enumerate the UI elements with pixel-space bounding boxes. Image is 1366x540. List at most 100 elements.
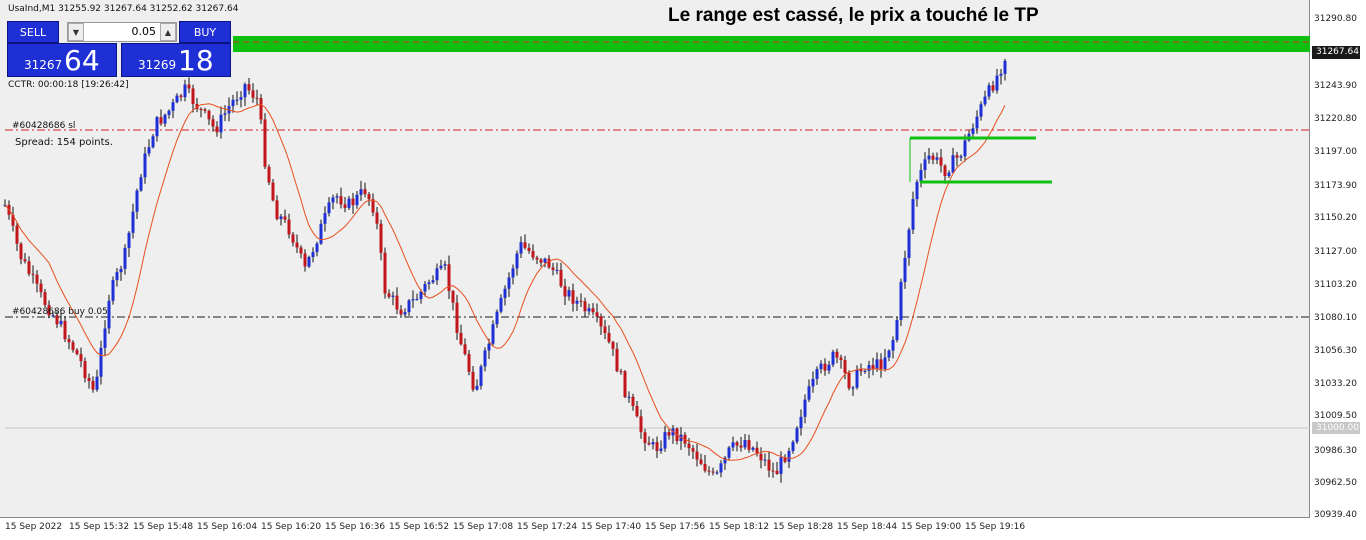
price-tick: 31103.20 xyxy=(1314,280,1357,290)
candle-body xyxy=(111,280,115,301)
sell-price-prefix: 31267 xyxy=(24,58,63,72)
candle-body xyxy=(635,406,639,417)
time-axis[interactable] xyxy=(0,518,1310,540)
time-tick: 15 Sep 16:36 xyxy=(325,522,386,532)
candle-body xyxy=(887,350,891,358)
candle-body xyxy=(39,283,43,293)
candle-body xyxy=(539,259,543,263)
candle-body xyxy=(235,99,239,101)
candle-body xyxy=(799,416,803,429)
candle-body xyxy=(819,363,823,370)
candle-body xyxy=(963,140,967,157)
candle-body xyxy=(175,95,179,103)
time-tick: 15 Sep 16:20 xyxy=(261,522,322,532)
candle-body xyxy=(595,312,599,317)
lot-increase-icon[interactable]: ▲ xyxy=(160,23,176,41)
candle-body xyxy=(15,225,19,244)
candle-body xyxy=(151,136,155,148)
time-tick: 15 Sep 15:48 xyxy=(133,522,194,532)
candle-body xyxy=(311,252,315,257)
candle-body xyxy=(139,177,143,191)
candle-body xyxy=(567,290,571,297)
candle-body xyxy=(783,457,787,462)
candle-body xyxy=(503,288,507,298)
candle-body xyxy=(787,451,791,462)
candle-body xyxy=(767,459,771,471)
candle-body xyxy=(855,369,859,388)
candle-body xyxy=(579,300,583,302)
candle-body xyxy=(167,110,171,115)
candle-body xyxy=(327,202,331,214)
candle-body xyxy=(631,396,635,407)
candle-body xyxy=(959,156,963,158)
price-tick: 31197.00 xyxy=(1314,147,1357,157)
candle-body xyxy=(31,273,35,275)
sell-button[interactable]: SELL xyxy=(7,21,59,43)
candle-body xyxy=(931,155,935,160)
candle-body xyxy=(231,99,235,107)
candle-body xyxy=(23,259,27,262)
price-tick: 30986.30 xyxy=(1314,446,1357,456)
candle-body xyxy=(747,440,751,450)
price-tick: 30962.50 xyxy=(1314,478,1357,488)
candle-body xyxy=(823,363,827,371)
candle-body xyxy=(171,102,175,111)
candle-body xyxy=(999,73,1003,76)
buy-quote[interactable]: 31269 18 xyxy=(121,43,231,77)
candle-body xyxy=(951,155,955,173)
one-click-trading-panel: SELL ▼ 0.05 ▲ BUY 31267 64 31269 18 xyxy=(7,21,231,77)
candle-body xyxy=(919,170,923,182)
candle-body xyxy=(735,442,739,446)
candle-body xyxy=(103,328,107,348)
candle-body xyxy=(91,380,95,390)
candle-body xyxy=(303,253,307,267)
price-level-badge: 31000.00 xyxy=(1312,422,1360,434)
candle-body xyxy=(419,291,423,299)
candle-body xyxy=(811,378,815,387)
candle-body xyxy=(43,292,47,305)
candle-body xyxy=(947,172,951,177)
candle-body xyxy=(479,366,483,386)
candle-body xyxy=(239,97,243,100)
candle-body xyxy=(455,302,459,333)
candle-body xyxy=(603,326,607,334)
spread-info: Spread: 154 points. xyxy=(15,137,113,148)
candle-body xyxy=(299,247,303,254)
candle-body xyxy=(271,182,275,201)
candle-body xyxy=(439,265,443,269)
candle-body xyxy=(315,243,319,253)
candle-body xyxy=(107,300,111,329)
candle-body xyxy=(731,442,735,448)
candle-body xyxy=(207,110,211,120)
candle-body xyxy=(323,213,327,224)
candle-body xyxy=(159,117,163,124)
candle-body xyxy=(587,308,591,312)
candle-body xyxy=(1003,60,1007,74)
candle-body xyxy=(143,153,147,178)
time-tick: 15 Sep 19:16 xyxy=(965,522,1026,532)
candle-body xyxy=(939,157,943,166)
candle-body xyxy=(79,354,83,362)
candle-body xyxy=(63,320,67,340)
time-tick: 15 Sep 19:00 xyxy=(901,522,962,532)
buy-button[interactable]: BUY xyxy=(179,21,231,43)
candle-body xyxy=(319,223,323,244)
candle-body xyxy=(523,242,527,248)
lot-decrease-icon[interactable]: ▼ xyxy=(68,23,84,41)
sell-quote[interactable]: 31267 64 xyxy=(7,43,117,77)
candle-body xyxy=(507,277,511,289)
price-tick: 30939.40 xyxy=(1314,510,1357,520)
chart-area[interactable] xyxy=(0,0,1310,518)
candle-body xyxy=(903,257,907,282)
candle-body xyxy=(183,84,187,98)
lot-size-input[interactable]: ▼ 0.05 ▲ xyxy=(67,22,177,42)
candle-body xyxy=(263,119,267,167)
price-axis[interactable] xyxy=(1310,0,1366,518)
candle-body xyxy=(751,447,755,450)
candle-body xyxy=(591,308,595,313)
candle-body xyxy=(447,264,451,292)
candle-body xyxy=(763,459,767,461)
candle-body xyxy=(979,104,983,117)
candlestick-chart[interactable] xyxy=(0,0,1310,518)
candle-body xyxy=(451,291,455,303)
